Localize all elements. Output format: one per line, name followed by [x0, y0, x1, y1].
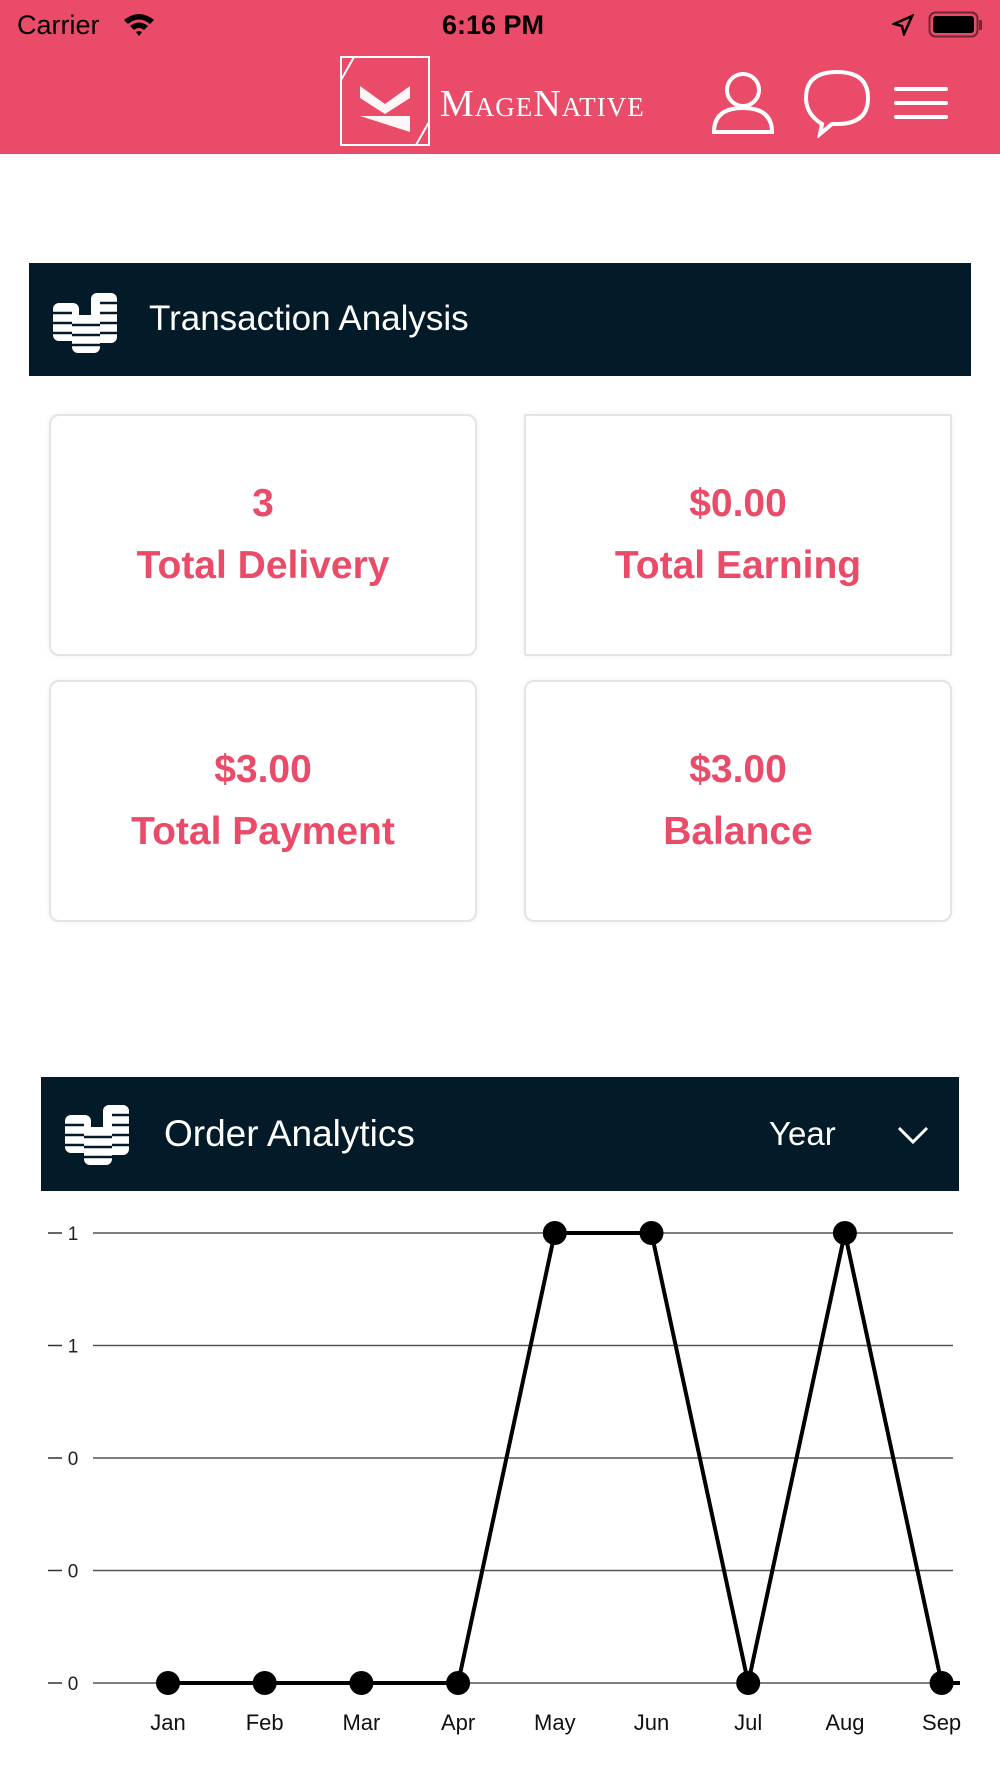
x-tick-label: Mar: [342, 1710, 380, 1735]
stat-label: Balance: [663, 810, 813, 853]
data-point: [446, 1671, 471, 1695]
x-tick-label: Jun: [634, 1710, 669, 1735]
wifi-icon: [124, 14, 154, 36]
app-header: Carrier 6:16 PM MageNative: [0, 0, 1000, 154]
stat-value: $3.00: [214, 748, 312, 791]
x-tick-label: Feb: [246, 1710, 284, 1735]
coins-icon: [53, 293, 117, 353]
stat-value: $3.00: [689, 748, 787, 791]
stat-value: $0.00: [689, 482, 787, 525]
x-tick-label: Aug: [825, 1710, 864, 1735]
data-point: [832, 1221, 857, 1245]
battery-icon: [928, 11, 982, 38]
period-value: Year: [769, 1115, 836, 1152]
section-title: Order Analytics: [164, 1113, 415, 1154]
chevron-down-icon: [897, 1126, 929, 1145]
data-point: [736, 1671, 761, 1695]
data-point: [349, 1671, 374, 1695]
transaction-analysis-header: Transaction Analysis: [29, 263, 971, 376]
data-point: [929, 1671, 954, 1695]
section-title: Transaction Analysis: [149, 299, 469, 338]
order-line-chart: 1 1 0 0 0 Jan Feb Mar Apr May Jun Jul Aug Sep: [48, 1221, 961, 1735]
y-tick-label: 0: [68, 1562, 79, 1583]
location-icon: [892, 14, 914, 36]
data-point: [156, 1671, 180, 1695]
x-tick-label: Jul: [734, 1710, 762, 1735]
y-tick-label: 0: [68, 1449, 79, 1470]
x-tick-label: Sep: [922, 1710, 961, 1735]
stat-card-balance: $3.00 Balance: [524, 680, 952, 922]
stat-card-total-earning: $0.00 Total Earning: [524, 414, 952, 656]
chat-icon[interactable]: [802, 68, 872, 138]
period-dropdown[interactable]: Year: [761, 1077, 959, 1191]
stat-label: Total Earning: [614, 544, 862, 587]
x-tick-label: May: [534, 1710, 576, 1735]
clock: 6:16 PM: [442, 10, 545, 40]
y-tick-label: 0: [68, 1674, 79, 1695]
x-tick-label: Apr: [441, 1710, 475, 1735]
menu-icon[interactable]: [894, 86, 948, 120]
stat-value: 3: [252, 482, 274, 525]
stat-card-total-delivery: 3 Total Delivery: [49, 414, 477, 656]
data-point: [252, 1671, 277, 1695]
user-icon[interactable]: [710, 70, 776, 136]
y-tick-label: 1: [68, 1337, 79, 1358]
stat-card-total-payment: $3.00 Total Payment: [49, 680, 477, 922]
logo-text: MageNative: [440, 83, 645, 125]
coins-icon: [65, 1105, 129, 1165]
stat-label: Total Delivery: [136, 544, 390, 587]
y-tick-label: 1: [68, 1224, 79, 1245]
data-point: [542, 1221, 567, 1245]
carrier-label: Carrier: [17, 10, 100, 40]
order-analytics-header: Order Analytics Year: [41, 1077, 959, 1191]
data-point: [639, 1221, 664, 1245]
stat-label: Total Payment: [131, 810, 395, 853]
logo-icon: [340, 56, 430, 146]
x-tick-label: Jan: [150, 1710, 185, 1735]
